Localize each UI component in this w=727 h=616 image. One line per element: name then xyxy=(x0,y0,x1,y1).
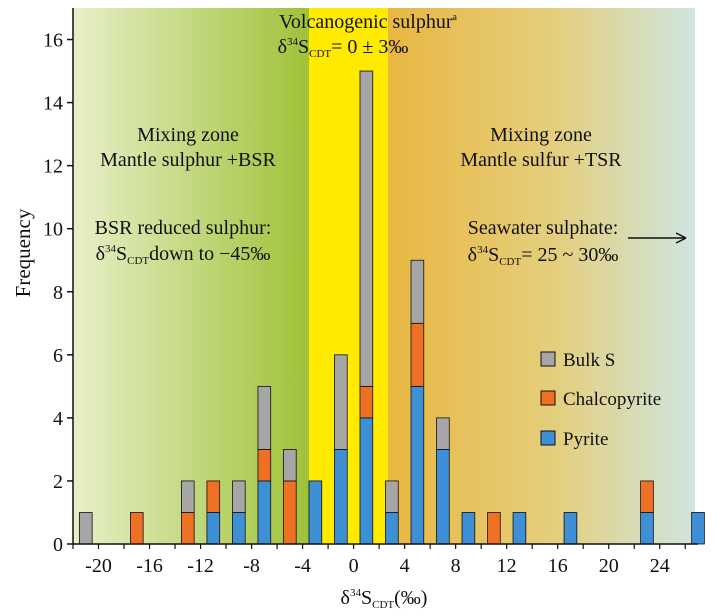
x-tick-label: 16 xyxy=(548,555,568,577)
bar-segment-chalcopyrite xyxy=(359,385,374,419)
x-tick-label: -16 xyxy=(136,555,163,577)
seawater-note-title: Seawater sulphate: xyxy=(468,217,619,239)
bar-segment-bulk-s xyxy=(436,417,450,450)
bar-segment-pyrite xyxy=(232,512,246,545)
bar-segment-chalcopyrite xyxy=(206,480,221,513)
bar-segment-bulk-s xyxy=(385,480,399,513)
y-tick-label: 12 xyxy=(43,156,63,178)
bar-segment-bulk-s xyxy=(257,385,272,450)
legend-swatch-pyrite xyxy=(540,430,556,446)
zone-volcanogenic-background xyxy=(309,8,388,544)
legend-swatch-bulk-s xyxy=(540,351,556,367)
bar-segment-bulk-s xyxy=(334,354,348,450)
bar-segment-chalcopyrite xyxy=(257,449,272,482)
x-tick-label: 20 xyxy=(599,555,619,577)
bar-segment-pyrite xyxy=(206,512,221,545)
bar-segment-chalcopyrite xyxy=(129,512,144,545)
x-tick-label: 0 xyxy=(349,555,359,577)
bar-segment-chalcopyrite xyxy=(181,512,195,545)
bar-segment-bulk-s xyxy=(232,480,246,513)
y-tick-label: 10 xyxy=(43,219,63,241)
zone-tsr-background xyxy=(388,8,695,544)
bsr-note-title: BSR reduced sulphur: xyxy=(95,217,272,239)
bar-segment-pyrite xyxy=(691,512,705,545)
bsr-note-value: δ34SCDTdown to −45‰ xyxy=(96,243,271,267)
bar-segment-pyrite xyxy=(563,512,578,545)
y-tick-label: 14 xyxy=(43,93,63,115)
legend-label-chalcopyrite: Chalcopyrite xyxy=(563,389,661,410)
bar-segment-bulk-s xyxy=(410,259,425,324)
bar-segment-chalcopyrite xyxy=(283,480,297,545)
bar-segment-pyrite xyxy=(257,480,272,545)
x-tick-label: -8 xyxy=(243,555,260,577)
tsr-zone-label-line1: Mixing zone xyxy=(490,124,592,146)
bars-group xyxy=(78,70,705,545)
legend: Bulk S Chalcopyrite Pyrite xyxy=(540,350,661,450)
x-tick-label: -12 xyxy=(187,555,214,577)
x-tick-label: 24 xyxy=(650,555,670,577)
x-tick-label: 12 xyxy=(497,555,517,577)
y-ticks-group: 0 2 4 6 8 10 12 14 16 xyxy=(43,30,73,556)
bar-segment-pyrite xyxy=(359,417,374,545)
y-tick-label: 8 xyxy=(53,282,63,304)
bar-segment-chalcopyrite xyxy=(487,512,501,545)
bar-segment-pyrite xyxy=(512,512,527,545)
tsr-zone-label-line2: Mantle sulfur +TSR xyxy=(460,149,622,171)
x-tick-label: -4 xyxy=(294,555,311,577)
zone-bsr-background xyxy=(73,8,309,544)
legend-label-bulk-s: Bulk S xyxy=(563,350,615,371)
x-tick-label: 8 xyxy=(451,555,461,577)
bar-segment-pyrite xyxy=(308,480,323,545)
y-tick-label: 4 xyxy=(53,408,63,430)
seawater-arrow-head xyxy=(675,232,687,244)
bar-segment-bulk-s xyxy=(359,70,374,387)
bar-segment-pyrite xyxy=(334,449,348,545)
bar-segment-chalcopyrite xyxy=(640,480,654,513)
bar-segment-pyrite xyxy=(385,512,399,545)
legend-swatch-chalcopyrite xyxy=(540,390,556,406)
x-ticks-group: -20 -16 -12 -8 -4 0 4 8 12 16 20 24 xyxy=(72,544,686,577)
y-axis-label: Frequency xyxy=(11,208,35,297)
bsr-zone-label-line1: Mixing zone xyxy=(137,124,239,146)
bar-segment-chalcopyrite xyxy=(410,322,425,387)
y-tick-label: 16 xyxy=(43,30,63,52)
seawater-note-value: δ34SCDT= 25 ~ 30‰ xyxy=(468,244,619,268)
volcanogenic-title: Volcanogenic sulphura xyxy=(279,11,458,33)
bar-segment-pyrite xyxy=(436,449,450,545)
x-tick-label: -20 xyxy=(85,555,112,577)
bar-segment-pyrite xyxy=(410,385,425,545)
bar-segment-bulk-s xyxy=(181,480,195,513)
y-tick-label: 6 xyxy=(53,345,63,367)
volcanogenic-range: δ34SCDT= 0 ± 3‰ xyxy=(278,36,409,60)
bar-segment-pyrite xyxy=(461,512,476,545)
bsr-zone-label-line2: Mantle sulphur +BSR xyxy=(100,149,276,171)
bar-segment-bulk-s xyxy=(78,512,93,545)
x-axis-label: δ34SCDT(‰) xyxy=(341,587,428,611)
x-tick-label: 4 xyxy=(400,555,410,577)
legend-label-pyrite: Pyrite xyxy=(563,429,608,450)
y-tick-label: 0 xyxy=(53,534,63,556)
bar-segment-pyrite xyxy=(640,512,654,545)
bar-segment-bulk-s xyxy=(283,449,297,482)
y-tick-label: 2 xyxy=(53,471,63,493)
